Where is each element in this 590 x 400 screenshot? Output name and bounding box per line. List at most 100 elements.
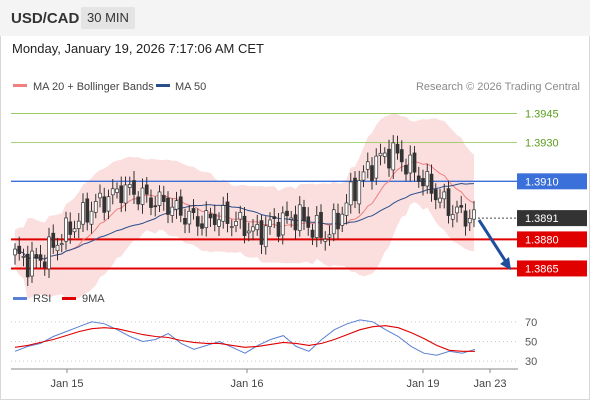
candle-body [238, 212, 243, 220]
candle-body [119, 185, 124, 204]
candle-body [421, 178, 425, 187]
candle-body [408, 154, 413, 174]
candle-body [255, 224, 260, 231]
candle-body [285, 210, 289, 217]
rsi-plot: 70 50 30 [11, 317, 537, 368]
candle-body [416, 175, 421, 182]
candle-body [378, 152, 383, 156]
candle-body [140, 187, 145, 205]
candle-body [280, 212, 285, 236]
candle-body [170, 206, 175, 216]
candle-body [467, 218, 472, 224]
candle-body [234, 221, 238, 227]
ma9-swatch [62, 297, 76, 300]
candle-body [25, 253, 30, 278]
x-axis-ticks: Jan 15 Jan 16 Jan 19 Jan 23 [50, 369, 507, 390]
candle-body [302, 206, 306, 222]
candle-body [242, 215, 247, 237]
level-labels: 1.3945 1.3930 1.3910 1.3880 1.3865 1.3891 [517, 109, 587, 277]
candle-body [166, 197, 170, 215]
candle-body [225, 201, 230, 224]
x-tick-label: Jan 16 [230, 378, 263, 390]
candle-body [55, 244, 60, 252]
credit-text: Research © 2026 Trading Central [416, 81, 580, 93]
candle-body [353, 177, 357, 202]
candle-body [34, 254, 39, 259]
candle-body [340, 213, 345, 226]
last-price-label: 1.3891 [525, 213, 559, 225]
candle-body [404, 164, 408, 175]
candle-body [293, 214, 298, 231]
candle-body [68, 221, 73, 235]
candle-body [387, 148, 391, 169]
candle-body [21, 256, 26, 258]
candle-body [365, 161, 370, 170]
candle-body [319, 212, 323, 238]
candle-body [217, 219, 221, 227]
candle-body [425, 171, 430, 187]
candle-body [310, 229, 315, 238]
candle-body [289, 217, 294, 220]
rsi-tick-70: 70 [525, 317, 537, 329]
candle-body [306, 216, 311, 228]
symbol-label: USD/CAD [11, 10, 80, 27]
candle-body [51, 232, 56, 248]
candle-body [81, 202, 85, 225]
candle-body [246, 230, 251, 234]
candle-body [221, 205, 226, 222]
candle-body [153, 205, 158, 208]
candle-body [251, 226, 255, 232]
candle-body [144, 184, 149, 195]
forecast-arrow-shaft [477, 219, 510, 266]
candle-body [200, 223, 204, 229]
candle-body [374, 155, 379, 179]
candle-body [127, 184, 132, 188]
candle-body [76, 220, 81, 229]
candle-body [263, 225, 268, 248]
candle-body [157, 191, 162, 206]
candle-body [174, 200, 179, 210]
candle-body [429, 173, 434, 194]
level-label-1.3945: 1.3945 [525, 109, 559, 121]
candle-body [463, 210, 468, 227]
candle-body [85, 198, 90, 223]
candle-body [472, 209, 476, 220]
level-tag-1.3910 [517, 173, 587, 190]
candle-body [47, 236, 51, 270]
bollinger-band [15, 113, 474, 300]
candle-body [438, 197, 442, 203]
candle-body [297, 204, 302, 231]
candle-body [357, 180, 362, 205]
timeframe-button[interactable]: 30 MIN [81, 7, 135, 29]
candle-body [459, 205, 464, 208]
candle-body [399, 149, 404, 163]
candle-body [450, 214, 455, 220]
ma20-swatch [13, 84, 27, 87]
level-label-1.3910: 1.3910 [525, 176, 559, 188]
candle-body [59, 243, 64, 246]
candle-body [442, 191, 447, 200]
candle-body [272, 216, 277, 219]
candle-body [110, 188, 115, 196]
candle-body [348, 181, 353, 206]
level-label-1.3865: 1.3865 [525, 263, 559, 275]
rsi-tick-50: 50 [525, 336, 537, 348]
candle-body [149, 197, 153, 208]
candle-body [93, 201, 98, 213]
candle-body [89, 210, 94, 225]
candle-body [132, 180, 136, 195]
rsi-swatch [13, 297, 27, 300]
candle-body [136, 196, 141, 205]
candle-body [191, 208, 196, 214]
candle-body [72, 228, 77, 233]
x-tick-label: Jan 15 [50, 378, 83, 390]
candle-body [183, 217, 187, 225]
header-bar: USD/CAD 30 MIN [0, 0, 590, 36]
level-label-1.3930: 1.3930 [525, 138, 559, 150]
candle-body [361, 171, 366, 181]
candle-body [98, 192, 102, 199]
x-tick-label: Jan 23 [473, 378, 506, 390]
candle-body [102, 196, 107, 213]
candle-body [106, 196, 111, 212]
candle-body [195, 216, 200, 227]
